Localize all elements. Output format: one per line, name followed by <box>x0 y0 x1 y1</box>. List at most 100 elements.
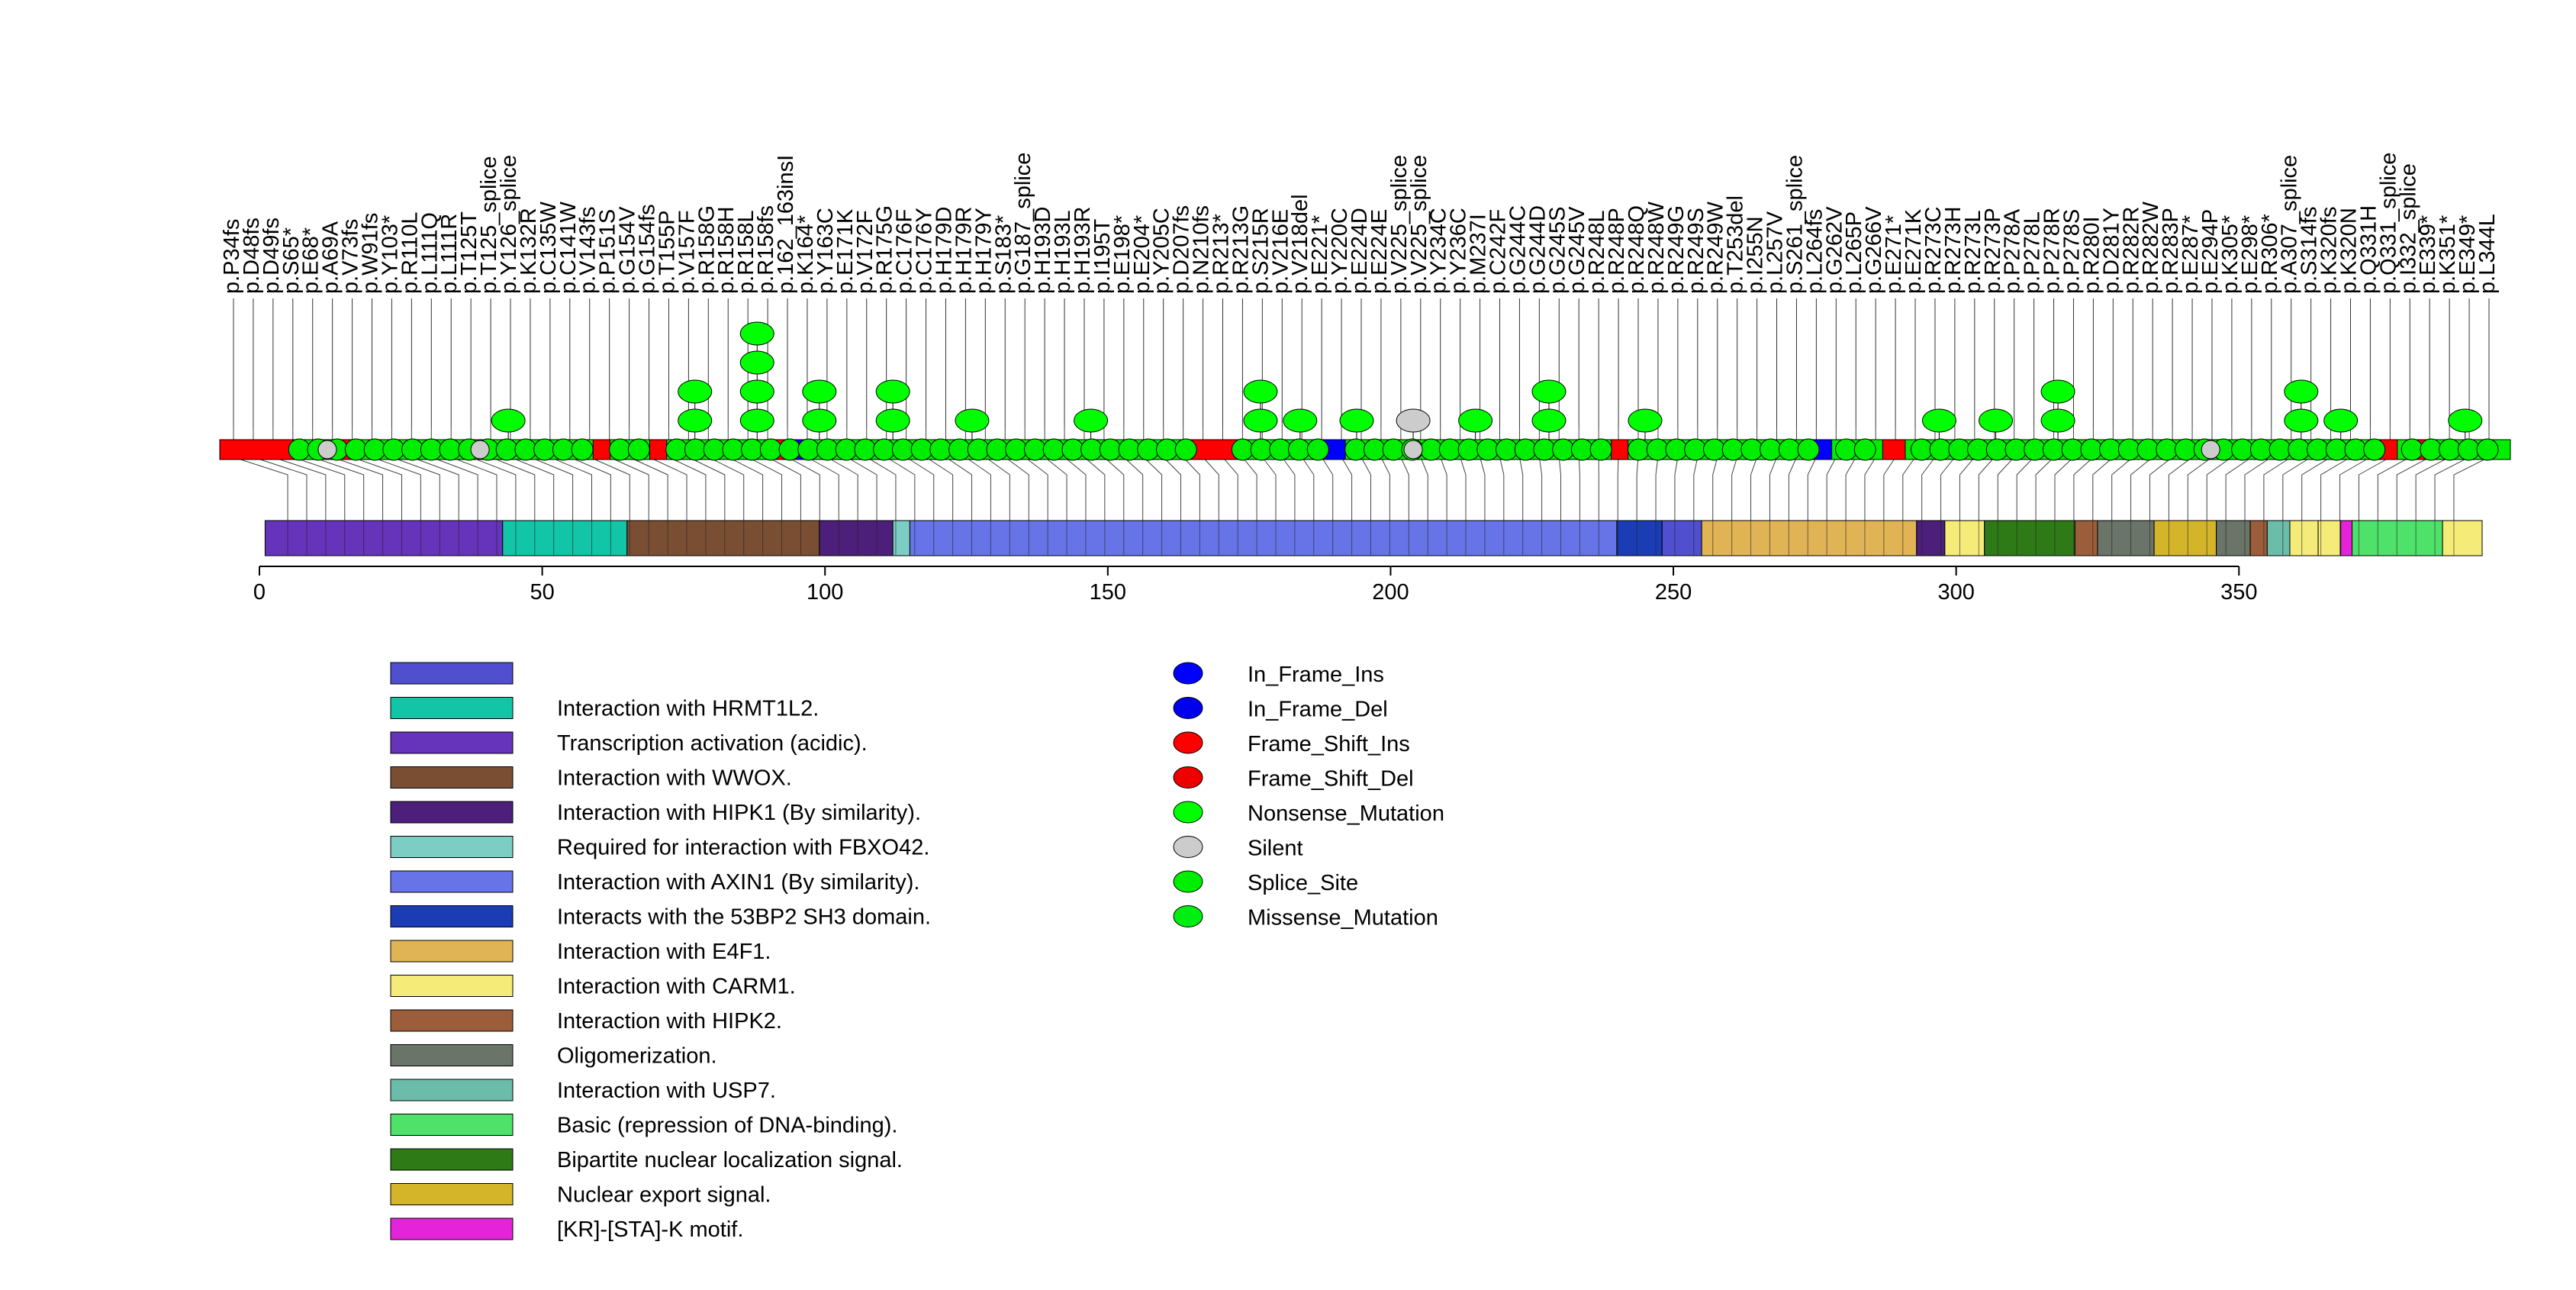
mutation-label: p.A69A <box>319 221 343 294</box>
mutation-label: p.H193R <box>1071 207 1095 294</box>
mutation-label: p.R158H <box>714 207 739 294</box>
mutation-label: p.S314fs <box>2297 207 2322 294</box>
mutation-legend-marker <box>1173 905 1203 927</box>
band-marker <box>1156 438 1179 461</box>
mutation-label: p.R273P <box>1981 208 2005 294</box>
domain-block <box>2442 520 2483 556</box>
lollipop-head <box>678 379 713 404</box>
band-marker <box>1363 438 1386 461</box>
mutation-label: p.R158G <box>694 205 719 294</box>
band-marker <box>910 438 933 461</box>
mutation-label: p.K132R <box>517 208 541 294</box>
mutation-legend-label: In_Frame_Del <box>1248 698 1388 722</box>
band-marker <box>1080 438 1103 461</box>
mutation-label: p.A307_splice <box>2278 155 2302 294</box>
lollipop-head <box>491 408 526 433</box>
band-marker <box>1684 438 1707 461</box>
band-marker <box>1910 438 1933 461</box>
lollipop-head <box>1283 408 1318 433</box>
domain-block <box>264 520 504 556</box>
lollipop-head <box>2323 408 2359 433</box>
mutation-label: p.R280I <box>2079 216 2104 294</box>
mutation-label: p.L257V <box>1763 211 1788 294</box>
domain-legend-label: Interaction with USP7. <box>557 1079 776 1103</box>
lollipop-head <box>739 408 774 433</box>
domain-block <box>2249 520 2268 556</box>
lollipop-head <box>1074 408 1109 433</box>
band-marker <box>2099 438 2122 461</box>
domain-block <box>502 520 628 556</box>
frame-shift-segment <box>1882 439 1906 460</box>
band-marker <box>2344 438 2367 461</box>
mutation-label: p.Y205C <box>1150 208 1174 294</box>
band-marker <box>1496 438 1518 461</box>
mutation-label: p.V172F <box>853 210 877 294</box>
band-marker <box>439 438 462 461</box>
band-marker <box>2231 438 2254 461</box>
band-marker <box>2439 438 2462 461</box>
lollipop-head <box>1921 408 1956 433</box>
lollipop-head <box>678 408 713 433</box>
band-marker <box>1118 438 1141 461</box>
mutation-label: p.V216E <box>1268 209 1293 294</box>
mutation-label: p.R213G <box>1228 205 1253 294</box>
mutation-label: p.M237I <box>1467 214 1491 294</box>
mutation-label: p.V143fs <box>576 207 601 294</box>
band-marker <box>627 438 650 461</box>
domain-legend-swatch <box>390 1114 514 1136</box>
mutation-label: p.G244C <box>1505 205 1530 294</box>
mutation-label: p.K351* <box>2436 215 2460 294</box>
band-marker <box>571 438 594 461</box>
mutation-label: p.R158fs <box>754 205 778 294</box>
domain-block <box>1944 520 1985 556</box>
band-marker <box>778 438 801 461</box>
domain-legend-label: Interaction with HIPK2. <box>557 1009 782 1034</box>
mutation-label: p.E171K <box>833 208 858 294</box>
mutation-label: p.R248P <box>1605 208 1629 294</box>
band-marker <box>1137 438 1160 461</box>
band-marker <box>929 438 952 461</box>
mutation-label: p.E271K <box>1901 208 1926 294</box>
band-marker <box>1665 438 1688 461</box>
mutation-label: p.C242F <box>1486 209 1511 294</box>
lollipop-heads <box>491 321 2483 433</box>
domain-legend-label: Bipartite nuclear localization signal. <box>557 1148 903 1172</box>
band-marker <box>1023 438 1046 461</box>
band-marker <box>854 438 877 461</box>
mutation-label: p.R249W <box>1704 201 1728 294</box>
band-marker <box>2476 438 2499 461</box>
mutation-label: p.D48fs <box>240 218 264 294</box>
band-marker <box>2175 438 2198 461</box>
axis-tick-label: 100 <box>807 580 843 605</box>
band-marker <box>2268 438 2291 461</box>
mutation-label: p.E339* <box>2416 215 2440 294</box>
lollipop-head <box>739 321 774 346</box>
band-marker <box>1438 438 1461 461</box>
mutation-label: p.D207fs <box>1170 205 1194 294</box>
band-marker <box>533 438 556 461</box>
mutation-label: p.P34fs <box>220 219 244 294</box>
lollipop-head <box>802 379 837 404</box>
mutation-label: p.G154fs <box>636 204 660 294</box>
mutation-label: p.T155P <box>655 210 679 294</box>
band-marker <box>986 438 1009 461</box>
mutation-label: p.H193L <box>1051 210 1075 294</box>
domain-block <box>2352 520 2443 556</box>
band-marker <box>1099 438 1122 461</box>
band-marker <box>1420 438 1443 461</box>
lollipop-head <box>1628 408 1663 433</box>
mutation-label: p.K164* <box>794 215 818 294</box>
silent-marker <box>1403 440 1423 460</box>
band-marker <box>1552 438 1575 461</box>
band-marker <box>1760 438 1782 461</box>
lollipop-head <box>1243 379 1278 404</box>
band-marker <box>2080 438 2103 461</box>
mutation-label: p.P278A <box>2001 208 2025 294</box>
mutation-label: p.R282W <box>2139 201 2163 294</box>
domain-legend-swatch <box>390 836 514 858</box>
domain-legend-swatch <box>390 1009 514 1032</box>
mutation-label: p.T125T <box>457 211 481 294</box>
mutation-label: p.D281Y <box>2099 208 2124 294</box>
mutation-label: p.E298* <box>2238 215 2262 294</box>
